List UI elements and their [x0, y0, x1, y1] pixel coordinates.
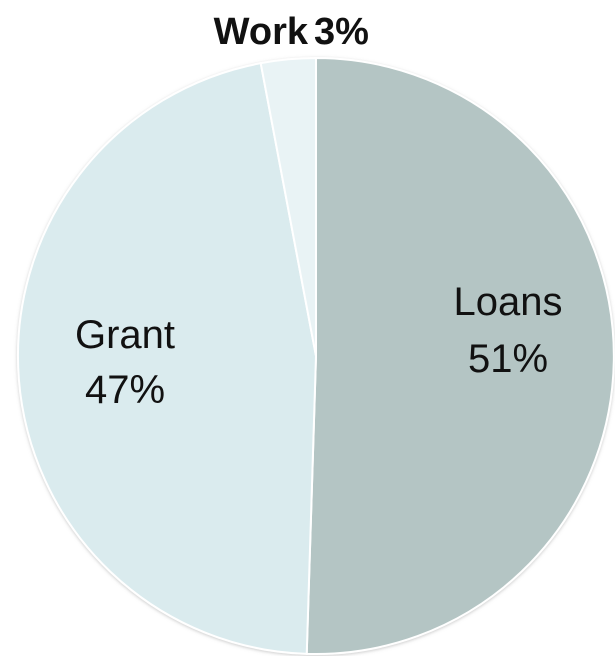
pie-slice-loans [305, 56, 615, 655]
loans-name-label: Loans [454, 280, 563, 324]
grant-percent-label: 47% [85, 368, 165, 412]
work-percent-label: 3% [314, 11, 369, 53]
work-name-label: Work [214, 11, 309, 53]
pie-slice-grant [16, 62, 318, 655]
grant-name-label: Grant [75, 313, 175, 357]
pie-slices [16, 56, 615, 655]
pie-slice-work [259, 56, 317, 357]
loans-percent-label: 51% [468, 337, 548, 381]
